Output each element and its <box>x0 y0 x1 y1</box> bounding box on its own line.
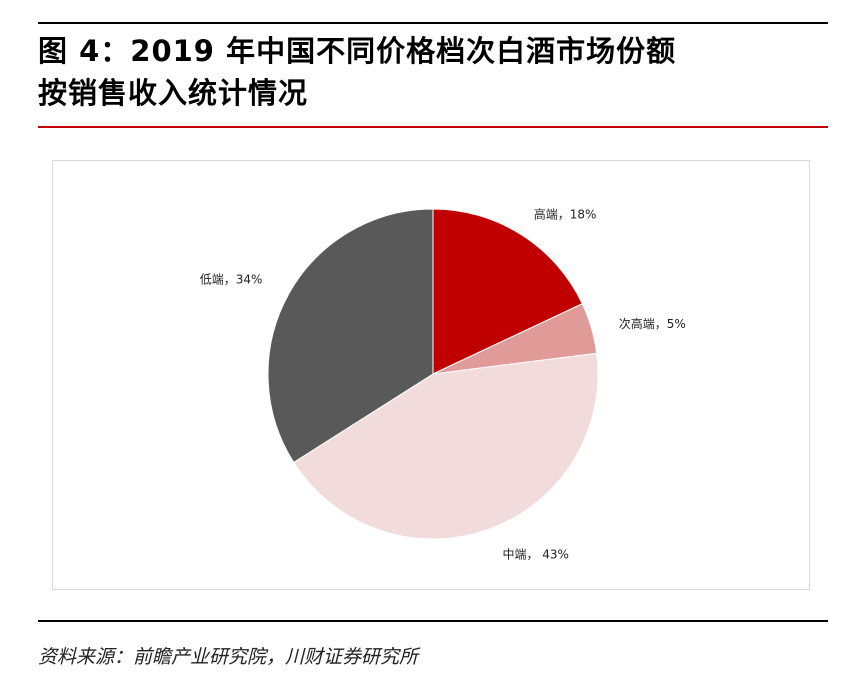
pie-slice-label-2: 中端， 43% <box>502 546 569 561</box>
pie-slice-label-3: 低端，34% <box>200 273 263 287</box>
figure-title-line-1: 图 4：2019 年中国不同价格档次白酒市场份额 <box>38 34 677 68</box>
figure-title: 图 4：2019 年中国不同价格档次白酒市场份额 按销售收入统计情况 <box>38 30 828 114</box>
pie-slice-0 <box>432 208 583 375</box>
source-note: 资料来源：前瞻产业研究院，川财证券研究所 <box>38 646 419 668</box>
pie-slice-2 <box>292 352 599 540</box>
pie-slice-label-1: 次高端，5% <box>619 316 686 331</box>
bottom-rule <box>38 620 828 622</box>
chart-frame: 高端，18% 次高端，5% 中端， 43% 低端，34% <box>52 160 810 590</box>
pie-chart: 高端，18% 次高端，5% 中端， 43% 低端，34% <box>200 207 686 562</box>
top-rule <box>38 22 828 24</box>
figure-title-line-2: 按销售收入统计情况 <box>38 76 309 110</box>
pie-slice-3 <box>267 208 434 464</box>
pie-slice-label-0: 高端，18% <box>534 207 597 222</box>
title-underline <box>38 126 828 128</box>
